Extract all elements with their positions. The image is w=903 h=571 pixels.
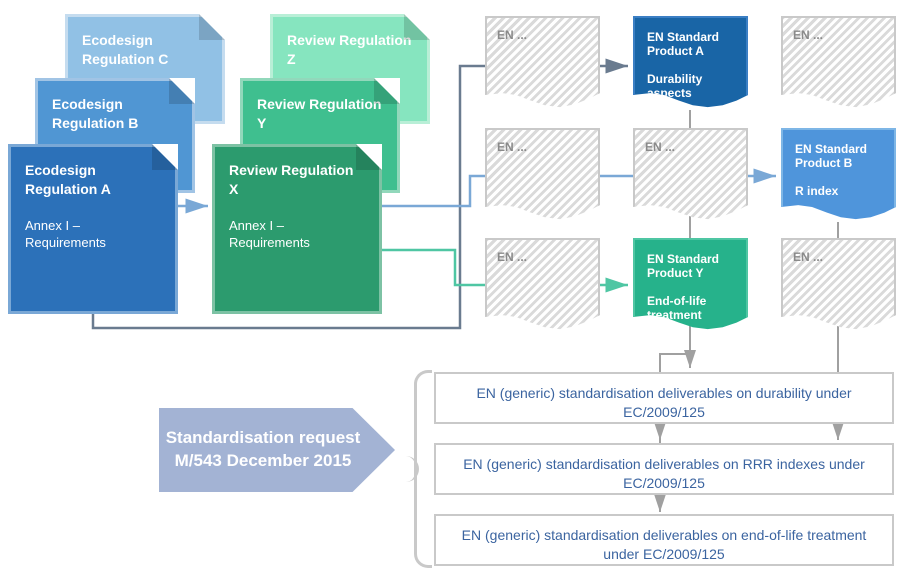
std-a-sub: Durability aspects — [647, 72, 702, 100]
deliverable-durability: EN (generic) standardisation deliverable… — [434, 372, 894, 424]
review-x-sub: Annex I – Requirements — [229, 217, 365, 252]
en-label: EN ... — [497, 250, 527, 264]
en-standard-product-a: EN Standard Product A Durability aspects — [633, 16, 748, 110]
en-standard-product-y: EN Standard Product Y End-of-life treatm… — [633, 238, 748, 332]
request-text: Standardisation request M/543 December 2… — [159, 427, 367, 473]
std-a-title: EN Standard Product A — [647, 30, 719, 58]
std-b-sub: R index — [795, 184, 838, 198]
review-x-title: Review Regulation X — [229, 162, 353, 197]
deliv-3-text: EN (generic) standardisation deliverable… — [462, 527, 867, 562]
en-placeholder-r2c2: EN ... — [633, 128, 748, 222]
deliverable-end-of-life: EN (generic) standardisation deliverable… — [434, 514, 894, 566]
ecodesign-a-title: Ecodesign Regulation A — [25, 162, 111, 197]
deliverable-rrr-indexes: EN (generic) standardisation deliverable… — [434, 443, 894, 495]
en-label: EN ... — [793, 250, 823, 264]
deliv-1-text: EN (generic) standardisation deliverable… — [476, 385, 851, 420]
en-placeholder-r1c1: EN ... — [485, 16, 600, 110]
standardisation-request-box: Standardisation request M/543 December 2… — [159, 408, 395, 492]
en-label: EN ... — [497, 140, 527, 154]
brace-connector — [414, 370, 432, 568]
en-label: EN ... — [645, 140, 675, 154]
ecodesign-c-title: Ecodesign Regulation C — [82, 32, 168, 67]
en-placeholder-r3c3: EN ... — [781, 238, 896, 332]
en-placeholder-r2c1: EN ... — [485, 128, 600, 222]
std-y-sub: End-of-life treatment — [647, 294, 706, 322]
en-label: EN ... — [497, 28, 527, 42]
std-b-title: EN Standard Product B — [795, 142, 867, 170]
en-placeholder-r1c3: EN ... — [781, 16, 896, 110]
review-y-title: Review Regulation Y — [257, 96, 381, 131]
ecodesign-reg-a: Ecodesign Regulation A Annex I – Require… — [8, 144, 178, 314]
std-y-title: EN Standard Product Y — [647, 252, 719, 280]
ecodesign-a-sub: Annex I – Requirements — [25, 217, 161, 252]
review-z-title: Review Regulation Z — [287, 32, 411, 67]
en-label: EN ... — [793, 28, 823, 42]
ecodesign-b-title: Ecodesign Regulation B — [52, 96, 138, 131]
en-standard-product-b: EN Standard Product B R index — [781, 128, 896, 222]
review-reg-x: Review Regulation X Annex I – Requiremen… — [212, 144, 382, 314]
en-placeholder-r3c1: EN ... — [485, 238, 600, 332]
deliv-2-text: EN (generic) standardisation deliverable… — [463, 456, 865, 491]
